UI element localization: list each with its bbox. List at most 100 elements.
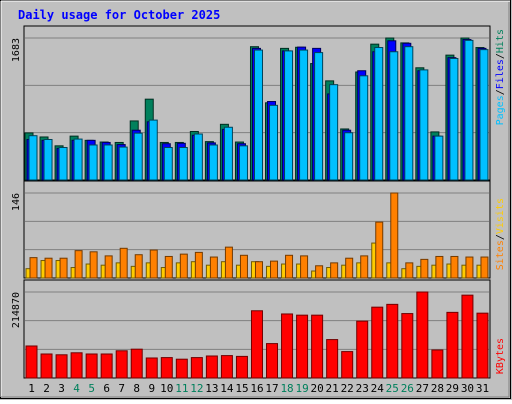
bar-pages-day-15 — [238, 145, 248, 181]
legend-hits: Hits — [495, 29, 506, 53]
bar-sites-day-31 — [480, 256, 489, 279]
bar-pages-day-13 — [208, 144, 218, 181]
bar-pages-day-5 — [88, 144, 98, 181]
bar-kbytes-day-22 — [341, 351, 354, 379]
bar-sites-day-20 — [315, 265, 324, 279]
bar-sites-day-25 — [390, 192, 399, 279]
bar-kbytes-day-4 — [70, 352, 83, 379]
x-tick-label-day-12: 12 — [190, 382, 203, 395]
bar-pages-day-14 — [223, 126, 233, 181]
bar-sites-day-11 — [179, 253, 188, 279]
bar-kbytes-day-1 — [25, 345, 38, 379]
bar-kbytes-day-10 — [160, 357, 173, 379]
bar-sites-day-21 — [330, 262, 339, 279]
bar-kbytes-day-5 — [85, 353, 98, 379]
x-tick-label-day-23: 23 — [356, 382, 369, 395]
bar-kbytes-day-17 — [266, 343, 279, 379]
x-tick-label-day-5: 5 — [88, 382, 95, 395]
x-tick-label-day-22: 22 — [341, 382, 354, 395]
x-tick-label-day-9: 9 — [148, 382, 155, 395]
legends: Pages/Files/Hits Sites/Visits KBytes — [495, 29, 506, 374]
bar-pages-day-20 — [314, 52, 324, 181]
x-tick-label-day-18: 18 — [280, 382, 293, 395]
bar-sites-day-30 — [465, 256, 474, 279]
x-tick-label-day-14: 14 — [220, 382, 234, 395]
bar-pages-day-25 — [389, 51, 399, 181]
bar-pages-day-27 — [419, 69, 429, 181]
bar-pages-day-6 — [103, 144, 113, 181]
bar-kbytes-day-26 — [401, 313, 414, 379]
chart-title: Daily usage for October 2025 — [18, 8, 220, 22]
bar-kbytes-day-6 — [100, 353, 113, 379]
bar-pages-day-17 — [269, 104, 279, 181]
bar-pages-day-29 — [449, 58, 459, 181]
bar-sites-day-15 — [239, 254, 248, 279]
bar-pages-day-28 — [434, 135, 444, 181]
bar-sites-day-29 — [450, 255, 459, 279]
x-tick-label-day-20: 20 — [311, 382, 324, 395]
bar-pages-day-16 — [253, 49, 263, 181]
bar-kbytes-day-19 — [296, 314, 309, 379]
bar-sites-day-26 — [405, 262, 414, 279]
panel-visits-sites: 146 — [11, 180, 491, 279]
bar-pages-day-1 — [28, 135, 38, 181]
x-tick-label-day-19: 19 — [295, 382, 308, 395]
legend-pages: Pages — [495, 95, 506, 125]
bar-sites-day-27 — [420, 258, 429, 279]
bar-kbytes-day-23 — [356, 320, 369, 379]
bar-pages-day-26 — [404, 46, 414, 181]
y-max-label: 1683 — [11, 38, 22, 62]
bar-sites-day-5 — [89, 251, 98, 279]
x-tick-label-day-25: 25 — [386, 382, 399, 395]
bar-pages-day-31 — [479, 49, 489, 181]
bar-kbytes-day-20 — [311, 314, 324, 379]
bar-sites-day-8 — [134, 254, 143, 279]
bar-kbytes-day-30 — [461, 294, 474, 379]
x-tick-label-day-4: 4 — [73, 382, 80, 395]
bar-kbytes-day-31 — [476, 312, 489, 379]
bar-kbytes-day-11 — [175, 358, 188, 379]
x-tick-label-day-30: 30 — [461, 382, 474, 395]
bar-sites-day-17 — [270, 260, 279, 279]
x-tick-label-day-24: 24 — [371, 382, 385, 395]
bar-pages-day-12 — [193, 133, 203, 181]
bar-kbytes-day-27 — [416, 291, 429, 379]
x-tick-label-day-27: 27 — [416, 382, 429, 395]
x-tick-label-day-11: 11 — [175, 382, 188, 395]
bar-sites-day-18 — [285, 254, 294, 279]
bar-kbytes-day-29 — [446, 311, 459, 379]
y-max-label: 214870 — [11, 292, 22, 328]
bar-kbytes-day-2 — [40, 353, 53, 379]
bar-sites-day-3 — [59, 257, 68, 279]
bar-pages-day-10 — [163, 147, 173, 181]
x-tick-label-day-29: 29 — [446, 382, 459, 395]
legend: Sites/Visits — [495, 198, 506, 270]
y-max-label: 146 — [11, 193, 22, 211]
bar-kbytes-day-21 — [326, 339, 339, 379]
bar-sites-day-22 — [345, 257, 354, 279]
bar-pages-day-9 — [148, 119, 158, 181]
bar-sites-day-23 — [360, 255, 369, 279]
legend: Pages/Files/Hits — [495, 29, 506, 125]
bar-pages-day-22 — [344, 132, 354, 181]
x-tick-label-day-16: 16 — [250, 382, 263, 395]
bar-pages-day-7 — [118, 146, 128, 181]
legend-visits: Visits — [495, 198, 506, 234]
bar-kbytes-day-16 — [250, 310, 263, 379]
bar-sites-day-13 — [209, 256, 218, 279]
x-tick-label-day-3: 3 — [58, 382, 65, 395]
bar-pages-day-2 — [43, 139, 53, 181]
x-tick-label-day-31: 31 — [476, 382, 489, 395]
bar-sites-day-19 — [300, 255, 309, 279]
x-tick-label-day-17: 17 — [265, 382, 278, 395]
bar-kbytes-day-8 — [130, 348, 143, 379]
x-tick-label-day-10: 10 — [160, 382, 173, 395]
bar-pages-day-8 — [133, 132, 143, 181]
bar-sites-day-24 — [375, 221, 384, 279]
legend-kbytes: KBytes — [495, 338, 506, 374]
bar-sites-day-16 — [254, 261, 263, 279]
bar-sites-day-28 — [435, 255, 444, 279]
x-tick-label-day-1: 1 — [28, 382, 35, 395]
bar-kbytes-day-24 — [371, 306, 384, 379]
